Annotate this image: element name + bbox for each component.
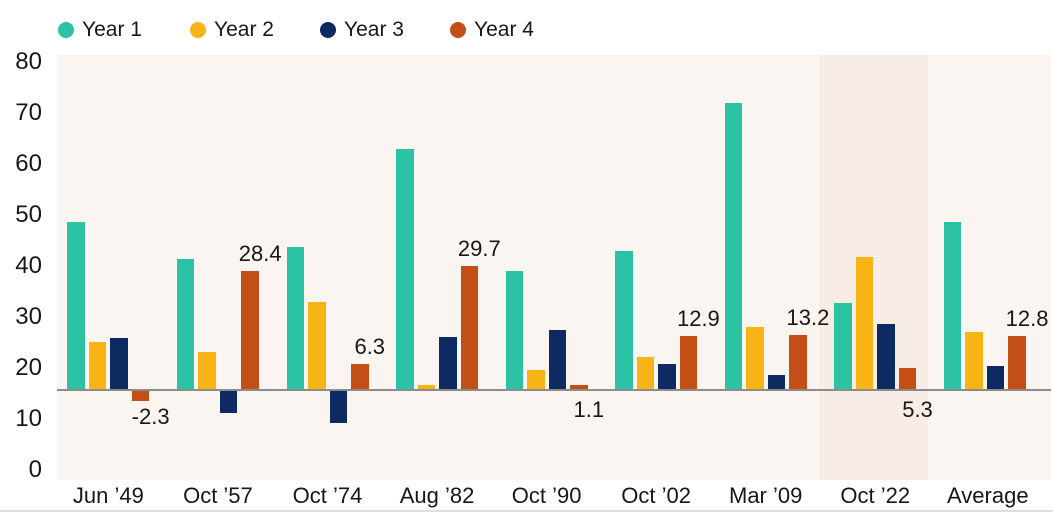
bar-year2 xyxy=(746,326,764,390)
bar-year2 xyxy=(88,342,107,390)
bar-year4 xyxy=(898,367,917,390)
bar-year3 xyxy=(877,324,895,390)
x-axis-tick-label: Oct ’02 xyxy=(621,483,691,508)
bar-year3 xyxy=(110,337,128,390)
bar-year2 xyxy=(308,302,326,390)
bar-year1 xyxy=(176,259,195,390)
legend-label-year-1: Year 1 xyxy=(82,18,142,41)
legend-swatch-year-3-icon xyxy=(320,22,336,38)
bar-year1 xyxy=(834,302,852,390)
x-axis-tick-label: Oct ’57 xyxy=(183,483,253,508)
y-axis-tick-label: 30 xyxy=(15,302,42,330)
x-axis-tick-label: Mar ’09 xyxy=(729,483,803,508)
bar-year4 xyxy=(570,385,588,390)
bar-year2 xyxy=(636,356,655,390)
legend-item-year-1: Year 1 xyxy=(58,18,142,42)
y-axis-tick-label: 80 xyxy=(15,47,42,75)
value-label: 13.2 xyxy=(786,304,830,330)
bar-year4 xyxy=(131,391,150,401)
bar-year4 xyxy=(1008,336,1026,390)
legend-swatch-year-2-icon xyxy=(190,22,206,38)
bar-year1 xyxy=(67,222,85,390)
bar-year4 xyxy=(351,363,369,390)
bar-year2 xyxy=(198,351,216,390)
y-axis-tick-label: 20 xyxy=(15,354,42,381)
bar-year3 xyxy=(986,365,1005,390)
zero-baseline xyxy=(57,389,1051,391)
x-axis-tick-label: Jun ’49 xyxy=(72,483,144,508)
legend-item-year-2: Year 2 xyxy=(190,18,274,42)
legend-swatch-year-1-icon xyxy=(58,22,74,38)
value-label: 29.7 xyxy=(457,235,501,261)
legend-label-year-2: Year 2 xyxy=(214,18,274,41)
bar-year1 xyxy=(943,222,962,390)
value-label: 6.3 xyxy=(354,333,386,359)
legend-item-year-3: Year 3 xyxy=(320,18,404,42)
value-label: 1.1 xyxy=(573,397,605,422)
bar-year3 xyxy=(658,364,676,390)
bar-year2 xyxy=(965,332,983,390)
bar-year3 xyxy=(767,374,786,390)
legend-swatch-year-4-icon xyxy=(450,22,466,38)
bottom-edge-line xyxy=(0,510,1053,512)
bar-year1 xyxy=(396,149,414,390)
bar-year4 xyxy=(460,265,479,390)
bar-year4 xyxy=(789,334,807,390)
y-axis-tick-label: 70 xyxy=(15,98,42,126)
legend-label-year-3: Year 3 xyxy=(344,18,404,41)
x-axis-tick-label: Average xyxy=(947,483,1029,508)
bar-year4 xyxy=(241,271,259,390)
y-axis-tick-label: 50 xyxy=(15,200,42,228)
legend-label-year-4: Year 4 xyxy=(474,18,534,41)
x-axis-tick-label: Oct ’74 xyxy=(292,483,363,508)
value-label: 28.4 xyxy=(238,241,282,266)
value-label: 5.3 xyxy=(902,397,933,422)
bar-year3 xyxy=(548,330,567,390)
bar-year4 xyxy=(679,335,698,390)
value-label: 12.8 xyxy=(1005,306,1049,332)
bar-year3 xyxy=(219,391,238,414)
bar-year2 xyxy=(855,257,874,390)
x-axis-tick-label: Aug ’82 xyxy=(399,483,475,508)
y-axis-tick-label: 0 xyxy=(28,456,42,484)
bar-year1 xyxy=(286,246,304,390)
bar-year3 xyxy=(329,391,347,424)
value-label: 12.9 xyxy=(676,305,720,331)
bar-year2 xyxy=(417,384,436,390)
bar-year1 xyxy=(615,250,633,390)
bar-year2 xyxy=(527,369,545,390)
y-axis-tick-label: 10 xyxy=(15,405,42,433)
highlight-band-oct22 xyxy=(819,55,928,480)
value-label: -2.3 xyxy=(131,403,170,429)
bar-year1 xyxy=(505,270,524,390)
bar-year1 xyxy=(724,102,743,390)
y-axis-tick-label: 40 xyxy=(15,251,42,279)
bar-year3 xyxy=(439,336,457,390)
x-axis-tick-label: Oct ’90 xyxy=(511,483,582,508)
legend-item-year-4: Year 4 xyxy=(450,18,534,42)
x-axis-tick-label: Oct ’22 xyxy=(840,483,911,508)
y-axis-tick-label: 60 xyxy=(15,149,42,177)
